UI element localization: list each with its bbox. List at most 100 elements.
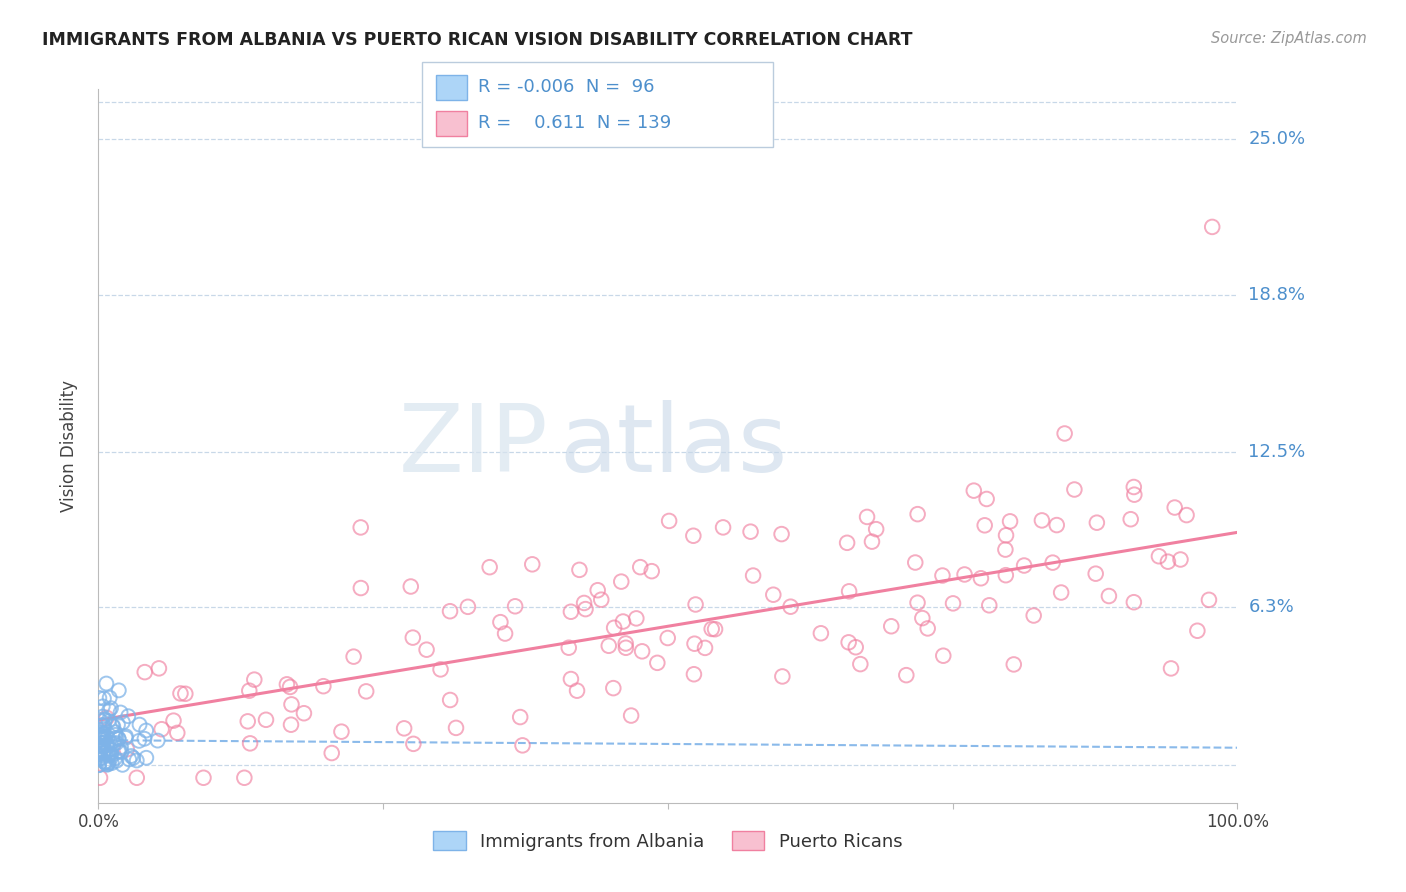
Point <box>658 514 681 528</box>
Point <box>838 584 860 599</box>
Point <box>87 747 110 762</box>
Point <box>107 744 129 758</box>
Point <box>865 522 887 536</box>
Point <box>963 483 986 498</box>
Point <box>105 754 128 768</box>
Point <box>1042 556 1064 570</box>
Point <box>91 731 114 745</box>
Point <box>100 747 122 762</box>
Point <box>392 722 415 736</box>
Point <box>276 677 298 691</box>
Point <box>166 726 188 740</box>
Point <box>111 757 134 772</box>
Point <box>120 749 142 764</box>
Point <box>100 742 122 756</box>
Point <box>122 751 145 765</box>
Point <box>1123 488 1146 502</box>
Point <box>98 690 121 705</box>
Point <box>146 733 169 747</box>
Point <box>89 743 111 757</box>
Point <box>90 737 112 751</box>
Point <box>93 731 115 746</box>
Point <box>96 757 118 772</box>
Point <box>917 622 939 636</box>
Point <box>494 626 516 640</box>
Point <box>574 602 596 616</box>
Point <box>93 746 115 760</box>
Point <box>522 558 544 572</box>
Point <box>444 721 467 735</box>
Point <box>979 599 1001 613</box>
Point <box>641 564 664 578</box>
Point <box>100 736 122 750</box>
Point <box>87 758 110 772</box>
Point <box>93 748 115 763</box>
Point <box>280 717 302 731</box>
Point <box>89 738 111 752</box>
Text: 25.0%: 25.0% <box>1249 130 1306 148</box>
Point <box>236 714 259 729</box>
Point <box>994 568 1017 582</box>
Point <box>93 722 115 736</box>
Point <box>685 598 707 612</box>
Point <box>770 669 793 683</box>
Point <box>118 752 141 766</box>
Point <box>280 698 302 712</box>
Point <box>591 592 613 607</box>
Point <box>1201 219 1223 234</box>
Point <box>880 619 903 633</box>
Point <box>135 751 157 765</box>
Point <box>90 729 112 743</box>
Point <box>193 771 215 785</box>
Point <box>931 568 953 582</box>
Point <box>565 683 588 698</box>
Point <box>626 611 648 625</box>
Point <box>90 730 112 744</box>
Text: ZIP: ZIP <box>399 400 548 492</box>
Point <box>415 642 437 657</box>
Point <box>1063 483 1085 497</box>
Point <box>509 710 531 724</box>
Text: 18.8%: 18.8% <box>1249 285 1305 303</box>
Point <box>107 731 129 746</box>
Point <box>439 693 461 707</box>
Point <box>1002 657 1025 672</box>
Point <box>1053 426 1076 441</box>
Point <box>953 567 976 582</box>
Point <box>693 640 716 655</box>
Point <box>402 631 425 645</box>
Point <box>104 751 127 765</box>
Point <box>89 726 111 740</box>
Text: IMMIGRANTS FROM ALBANIA VS PUERTO RICAN VISION DISABILITY CORRELATION CHART: IMMIGRANTS FROM ALBANIA VS PUERTO RICAN … <box>42 31 912 49</box>
Point <box>97 731 120 745</box>
Point <box>779 599 801 614</box>
Point <box>89 714 111 728</box>
Point <box>108 683 131 698</box>
Point <box>243 673 266 687</box>
Point <box>103 737 125 751</box>
Point <box>1012 558 1035 573</box>
Point <box>107 717 129 731</box>
Point <box>104 728 127 742</box>
Point <box>125 754 148 768</box>
Point <box>612 615 634 629</box>
Point <box>1157 555 1180 569</box>
Point <box>110 745 132 759</box>
Point <box>439 604 461 618</box>
Point <box>631 644 654 658</box>
Point <box>572 596 595 610</box>
Point <box>762 588 785 602</box>
Point <box>97 757 120 772</box>
Point <box>89 739 111 754</box>
Point <box>1098 589 1121 603</box>
Point <box>89 741 111 756</box>
Point <box>114 731 136 745</box>
Point <box>98 747 121 762</box>
Text: R = -0.006  N =  96: R = -0.006 N = 96 <box>478 78 655 96</box>
Point <box>700 622 723 636</box>
Point <box>96 711 118 725</box>
Point <box>1175 508 1198 522</box>
Point <box>350 581 373 595</box>
Y-axis label: Vision Disability: Vision Disability <box>59 380 77 512</box>
Point <box>683 637 706 651</box>
